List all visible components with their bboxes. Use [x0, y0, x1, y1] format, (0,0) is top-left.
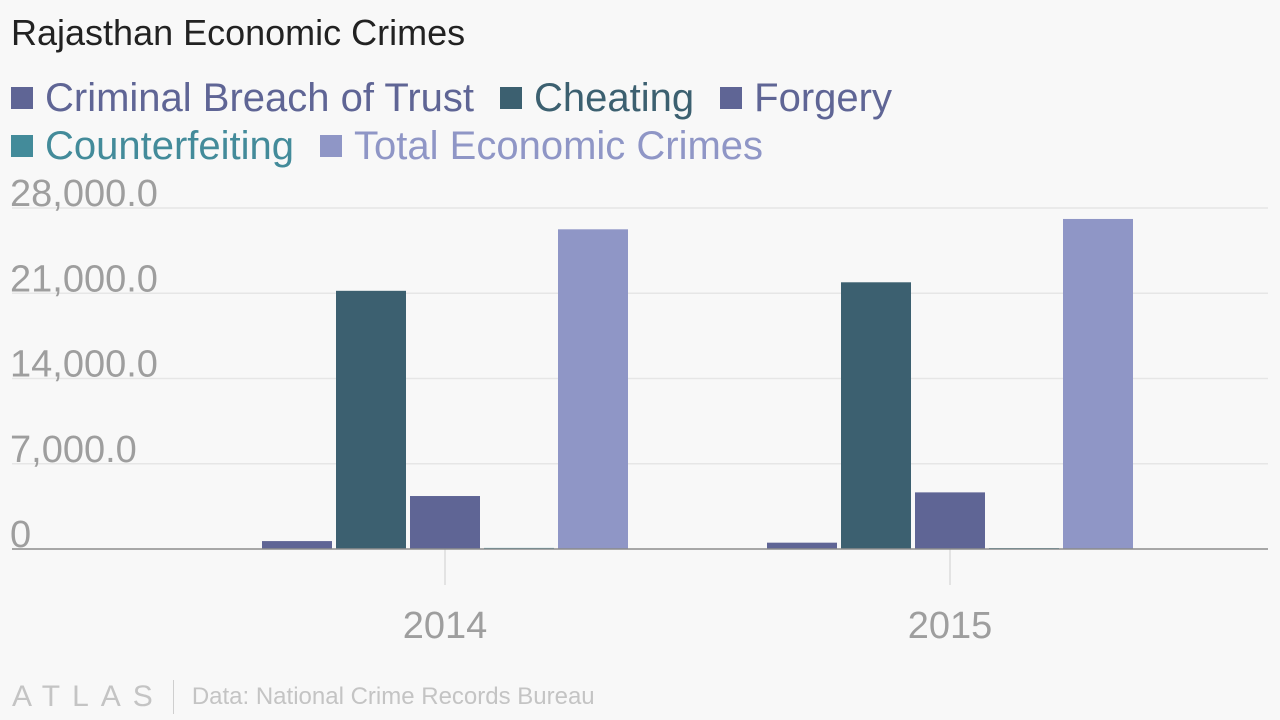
x-axis-ticks: 2014 2015	[403, 605, 993, 647]
x-tick-label: 2015	[908, 605, 993, 647]
bar-2015-0[interactable]	[767, 542, 837, 549]
data-source: Data: National Crime Records Bureau	[191, 683, 595, 710]
legend-swatch	[11, 87, 33, 109]
legend-item-cheating[interactable]: Cheating	[500, 76, 694, 121]
bars	[262, 218, 1133, 550]
chart-title: Rajasthan Economic Crimes	[11, 12, 466, 53]
bar-2014-1[interactable]	[336, 290, 406, 549]
legend-label: Counterfeiting	[45, 123, 295, 168]
legend-swatch	[320, 135, 343, 157]
legend-label: Criminal Breach of Trust	[45, 75, 475, 120]
gridlines	[12, 207, 1268, 465]
bar-2014-2[interactable]	[410, 496, 480, 549]
footer-divider	[172, 680, 174, 714]
bar-2015-2[interactable]	[915, 492, 985, 549]
legend-item-criminal-breach-of-trust[interactable]: Criminal Breach of Trust	[11, 76, 474, 121]
x-axis	[12, 548, 1268, 585]
y-tick-label: 28,000.0	[10, 173, 158, 215]
y-tick-label: 7,000.0	[10, 429, 137, 471]
legend-swatch	[11, 135, 33, 157]
legend-label: Forgery	[754, 75, 892, 120]
legend-label: Total Economic Crimes	[354, 123, 764, 168]
legend-item-counterfeiting[interactable]: Counterfeiting	[11, 124, 294, 169]
y-axis-ticks: 0 7,000.0 14,000.0 21,000.0 28,000.0	[10, 173, 158, 556]
legend-row-2: Counterfeiting Total Economic Crimes	[11, 122, 1271, 170]
x-tick-label: 2014	[403, 605, 488, 647]
legend-item-total-economic-crimes[interactable]: Total Economic Crimes	[320, 124, 763, 169]
legend-row-1: Criminal Breach of Trust Cheating Forger…	[11, 74, 1271, 122]
legend-item-forgery[interactable]: Forgery	[720, 76, 892, 121]
bar-2014-4[interactable]	[558, 229, 628, 549]
legend: Criminal Breach of Trust Cheating Forger…	[11, 74, 1271, 170]
legend-label: Cheating	[534, 75, 695, 120]
legend-swatch	[500, 87, 523, 109]
y-tick-label: 0	[10, 514, 31, 556]
y-tick-label: 21,000.0	[10, 258, 158, 300]
bar-2015-4[interactable]	[1063, 218, 1133, 550]
legend-swatch	[720, 87, 743, 109]
y-tick-label: 14,000.0	[10, 344, 158, 386]
footer: ATLAS Data: National Crime Records Burea…	[12, 680, 595, 714]
atlas-logo: ATLAS	[12, 680, 165, 713]
bar-2014-0[interactable]	[262, 541, 332, 549]
bar-2015-1[interactable]	[841, 282, 911, 549]
